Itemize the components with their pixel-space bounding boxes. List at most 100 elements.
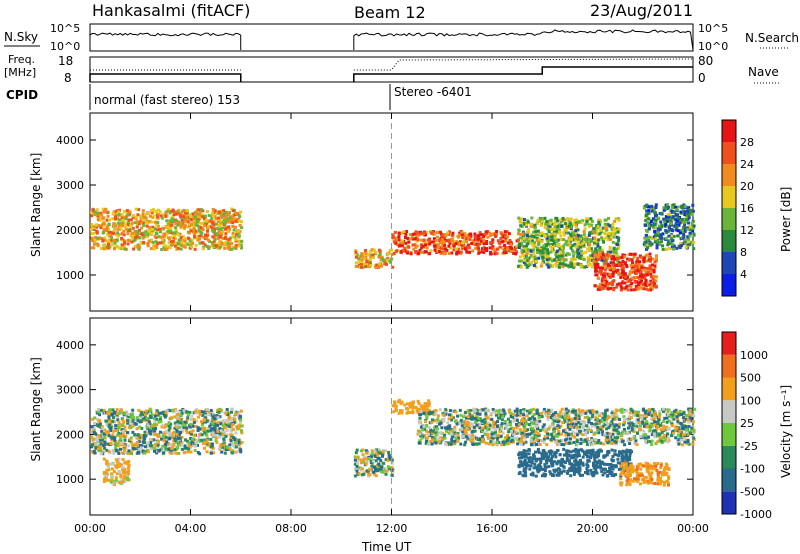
- data-cell: [683, 435, 687, 439]
- data-cell: [122, 233, 126, 237]
- data-cell: [188, 411, 192, 414]
- data-cell: [406, 251, 410, 255]
- data-cell: [615, 264, 619, 267]
- data-cell: [159, 420, 163, 424]
- data-cell: [149, 429, 153, 433]
- data-cell: [428, 426, 432, 430]
- data-cell: [654, 233, 658, 237]
- data-cell: [674, 213, 678, 217]
- data-cell: [153, 429, 157, 433]
- data-cell: [96, 242, 100, 246]
- data-cell: [611, 274, 615, 278]
- data-cell: [375, 263, 379, 267]
- data-cell: [593, 262, 597, 266]
- nsky-panel: [89, 23, 694, 52]
- data-cell: [208, 424, 212, 428]
- data-cell: [548, 227, 552, 231]
- data-cell: [465, 250, 469, 254]
- data-cell: [529, 224, 533, 228]
- data-cell: [103, 428, 107, 432]
- data-cell: [121, 231, 125, 235]
- data-cell: [148, 429, 151, 433]
- data-cell: [388, 456, 392, 460]
- data-cell: [398, 409, 402, 413]
- data-cell: [683, 238, 687, 242]
- data-cell: [642, 256, 646, 260]
- data-cell: [671, 215, 675, 219]
- data-cell: [90, 232, 94, 235]
- data-cell: [523, 419, 526, 423]
- data-cell: [543, 235, 547, 238]
- data-cell: [110, 243, 114, 247]
- data-cell: [92, 246, 96, 250]
- data-cell: [664, 425, 668, 429]
- data-cell: [153, 417, 156, 421]
- data-cell: [468, 232, 472, 236]
- data-cell: [126, 421, 130, 425]
- data-cell: [139, 214, 143, 218]
- data-cell: [447, 244, 451, 248]
- data-cell: [127, 238, 130, 242]
- data-cell: [443, 233, 447, 237]
- data-cell: [95, 223, 99, 227]
- data-cell: [637, 287, 641, 291]
- data-cell: [397, 231, 401, 235]
- y-tick-label: 1000: [56, 473, 84, 486]
- data-cell: [133, 423, 137, 427]
- data-cell: [172, 213, 176, 217]
- data-cell: [197, 439, 201, 443]
- data-cell: [229, 429, 233, 433]
- data-cell: [483, 233, 487, 237]
- data-cell: [162, 439, 166, 443]
- data-cell: [203, 217, 206, 221]
- data-cell: [140, 226, 144, 230]
- data-cell: [530, 408, 534, 412]
- data-cell: [134, 215, 138, 219]
- data-cell: [198, 213, 202, 217]
- data-cell: [122, 466, 126, 470]
- data-cell: [676, 419, 680, 423]
- data-cell: [211, 431, 215, 435]
- data-cell: [596, 276, 600, 280]
- data-cell: [119, 226, 123, 230]
- data-cell: [148, 431, 152, 435]
- data-cell: [547, 432, 551, 436]
- data-cell: [192, 217, 196, 221]
- data-cell: [427, 399, 431, 403]
- data-cell: [529, 249, 533, 253]
- data-cell: [104, 209, 108, 213]
- data-cell: [539, 252, 542, 256]
- data-cell: [163, 415, 167, 419]
- data-cell: [393, 400, 397, 404]
- nsky-tick-top: 10^5: [50, 22, 80, 35]
- data-cell: [186, 431, 189, 435]
- data-cell: [127, 218, 131, 222]
- data-cell: [198, 210, 202, 214]
- data-cell: [567, 252, 571, 256]
- data-cell: [93, 416, 97, 420]
- data-cell: [672, 203, 676, 207]
- data-cell: [175, 210, 178, 214]
- data-cell: [600, 279, 604, 283]
- data-cell: [353, 455, 357, 459]
- data-cell: [605, 408, 609, 412]
- data-cell: [194, 424, 198, 428]
- data-cell: [549, 250, 553, 254]
- data-cell: [626, 257, 630, 261]
- data-cell: [480, 250, 484, 254]
- data-cell: [113, 411, 117, 415]
- data-cell: [597, 254, 600, 258]
- data-cell: [91, 429, 95, 433]
- data-cell: [560, 238, 564, 241]
- data-cell: [403, 403, 407, 407]
- data-cell: [645, 203, 649, 207]
- data-cell: [588, 231, 592, 235]
- data-cell: [198, 208, 201, 212]
- data-cell: [115, 463, 119, 467]
- data-cell: [153, 414, 157, 418]
- data-cell: [118, 422, 122, 426]
- data-cell: [203, 431, 207, 435]
- data-cell: [132, 214, 136, 218]
- data-cell: [106, 244, 110, 248]
- data-cell: [199, 234, 203, 238]
